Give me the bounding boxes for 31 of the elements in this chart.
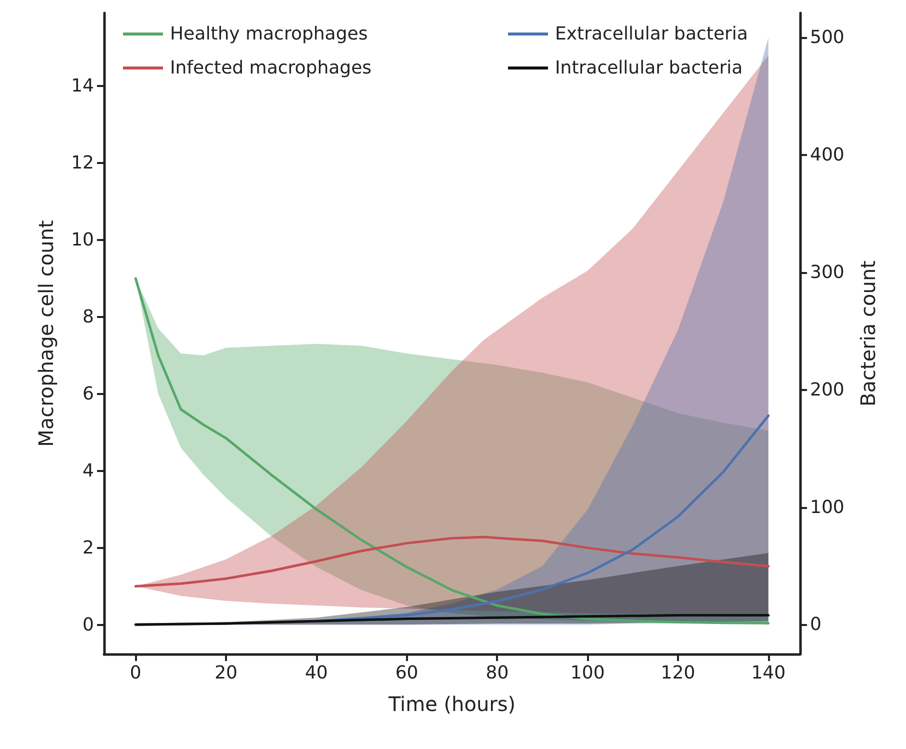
y-tick-label: 4 [82,460,94,482]
legend-label: Intracellular bacteria [555,58,743,78]
x-tick-label: 80 [486,662,509,684]
y2-tick-label: 500 [810,27,844,48]
y2-tick-label: 100 [810,496,844,518]
x-tick-label: 60 [395,662,418,684]
legend-label: Extracellular bacteria [555,24,748,44]
y-tick-label: 12 [71,152,94,174]
x-axis-title: Time (hours) [387,692,516,716]
x-tick-label: 20 [214,662,238,684]
y-tick-label: 2 [82,537,94,558]
y-tick-label: 10 [71,230,94,251]
y2-tick-label: 200 [810,379,844,400]
x-tick-label: 100 [570,662,605,684]
y2-axis-title: Bacteria count [856,260,880,406]
y2-tick-label: 400 [810,144,844,166]
x-tick-label: 0 [130,662,142,684]
legend-label: Infected macrophages [170,58,372,78]
y-axis-title: Macrophage cell count [34,220,58,447]
y-tick-label: 0 [82,614,94,636]
x-tick-label: 140 [751,662,786,684]
line-series [134,614,770,626]
x-tick-label: 40 [304,662,328,684]
line-series [134,536,770,588]
x-tick-label: 120 [660,662,696,684]
y-tick-label: 8 [82,306,94,328]
legend-label: Healthy macrophages [170,24,368,44]
y-tick-label: 6 [82,383,94,404]
y2-tick-label: 0 [810,614,822,636]
y-tick-label: 14 [71,76,94,97]
y2-tick-label: 300 [810,262,844,283]
